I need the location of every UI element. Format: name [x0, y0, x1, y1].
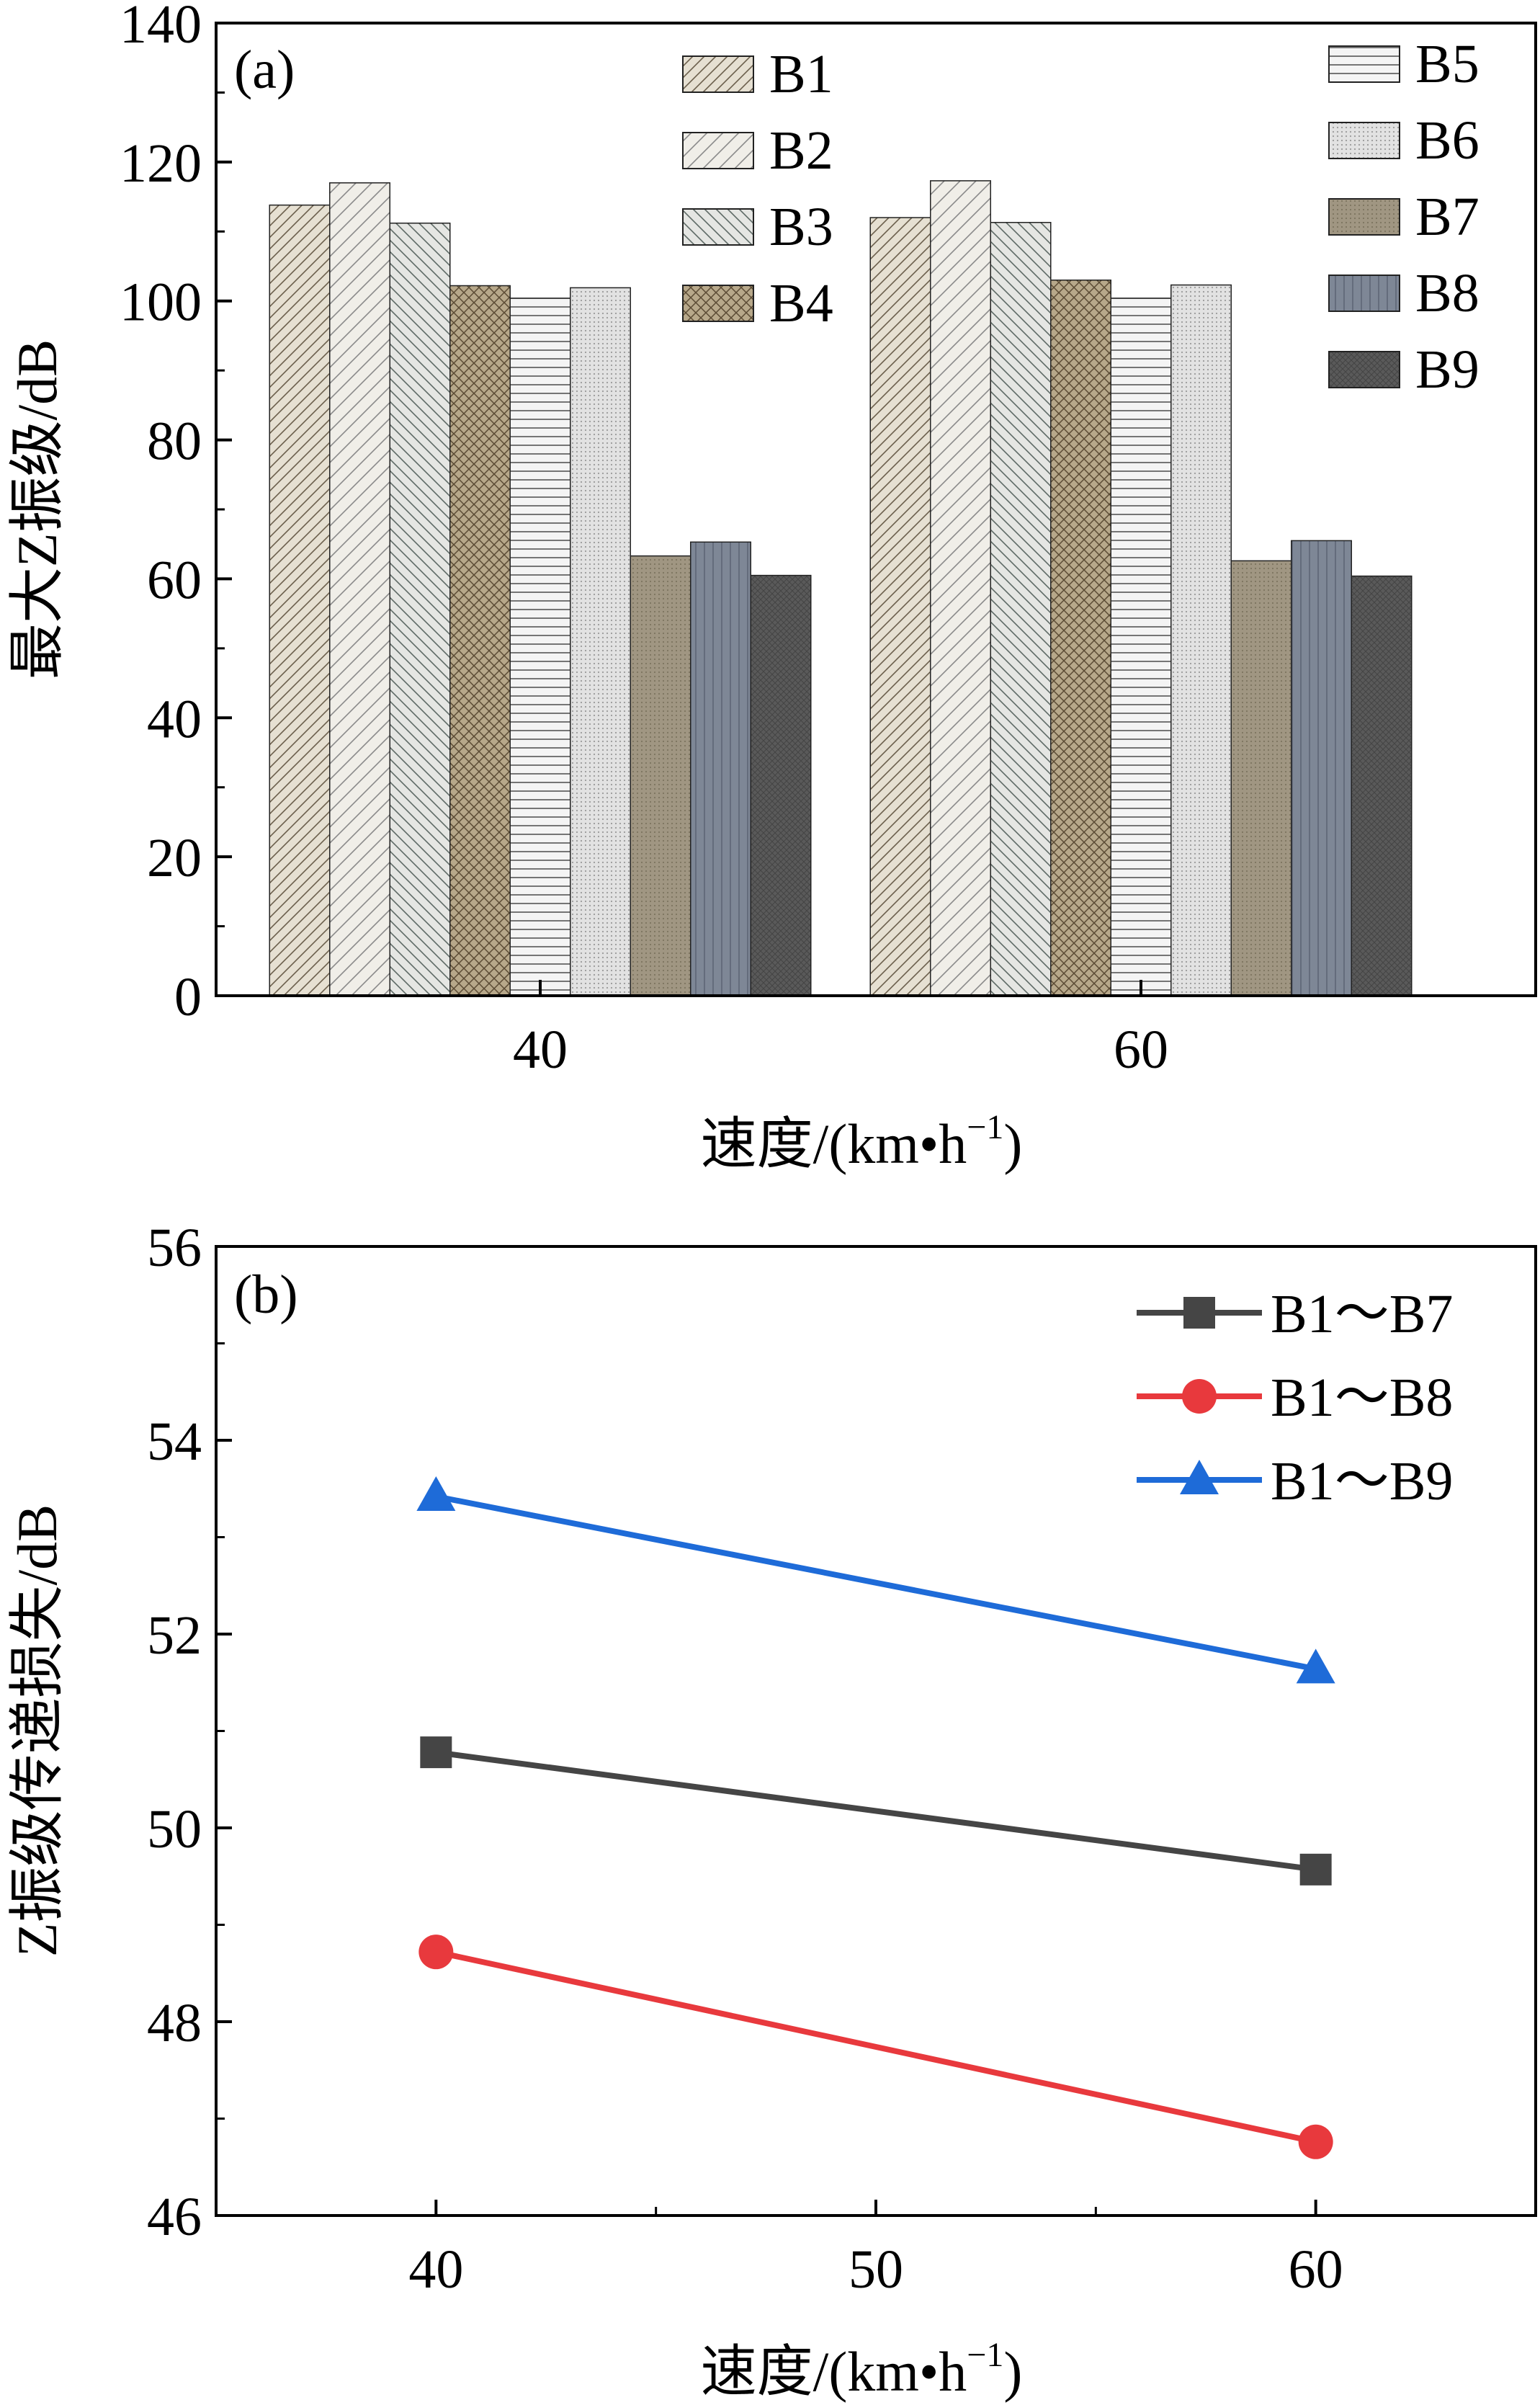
panel-label: (b): [234, 1264, 298, 1325]
bar-b1-60: [869, 217, 931, 996]
y-tick-label: 20: [147, 828, 202, 888]
legend-label-2: B1～B8: [1271, 1367, 1453, 1428]
legend: B1 B2 B3 B4 B5 B6 B7 B8 B9: [682, 34, 1479, 400]
panel-label: (a): [234, 40, 295, 100]
data-point-2-40: [418, 1935, 454, 1970]
y-tick-label: 80: [147, 411, 202, 472]
data-point-1-60: [1299, 1853, 1332, 1886]
x-tick-label: 50: [849, 2239, 903, 2300]
bar-b6-40: [570, 287, 631, 996]
x-tick-label: 60: [1114, 1019, 1168, 1080]
plot-frame: [215, 22, 1537, 997]
series-line-3: [435, 1494, 1317, 1672]
y-tick-label: 140: [120, 0, 202, 55]
bar-b4-40: [449, 285, 511, 996]
bar-b7-40: [630, 555, 691, 996]
legend-label-b1: B1: [769, 44, 833, 104]
legend-label-b4: B4: [769, 273, 833, 334]
legend-label-b9: B9: [1415, 339, 1479, 400]
bar-b7-60: [1230, 560, 1292, 996]
legend-swatch-b7: [1328, 198, 1400, 236]
bar-b3-60: [990, 222, 1052, 996]
panel-a-bar-chart: 0 20 40 60 80 100 120 140 40 60 (a) B1 B2 B3 B4 B5 B6…: [6, 0, 1537, 1175]
x-tick-label: 40: [408, 2239, 463, 2300]
x-tick-label: 60: [1289, 2239, 1343, 2300]
legend-label-b8: B8: [1415, 263, 1479, 324]
legend-label-b3: B3: [769, 197, 833, 257]
bar-b4-60: [1050, 280, 1111, 996]
legend-label-1: B1～B7: [1271, 1284, 1453, 1344]
plot-frame: [215, 1245, 1537, 2217]
y-tick-label: 50: [147, 1799, 202, 1860]
series-line-2: [435, 1949, 1317, 2145]
legend-swatch-b6: [1328, 122, 1400, 159]
bar-b3-40: [389, 222, 451, 996]
legend-label-b7: B7: [1415, 187, 1479, 247]
bar-b9-60: [1351, 575, 1413, 996]
legend-swatch-b3: [682, 208, 754, 246]
y-tick-label: 60: [147, 550, 202, 610]
y-tick-label: 46: [147, 2187, 202, 2247]
y-tick-label: 56: [147, 1218, 202, 1278]
legend-swatch-b1: [682, 55, 754, 93]
y-axis-label: Z振级传递损失/dB: [6, 1504, 68, 1957]
data-point-1-40: [420, 1736, 452, 1769]
y-ticks: 0 20 40 60 80 100 120 140: [120, 0, 232, 1027]
y-ticks: 46 48 50 52 54 56: [147, 1218, 232, 2247]
x-tick-label: 40: [513, 1019, 568, 1080]
legend-label-b2: B2: [769, 120, 833, 181]
x-axis-label: 速度/(km•h−1): [701, 2336, 1023, 2403]
legend-marker-3: [1180, 1460, 1219, 1494]
y-tick-label: 0: [174, 967, 202, 1027]
data-point-3-60: [1296, 1648, 1335, 1684]
bar-b5-40: [509, 298, 571, 996]
y-tick-label: 52: [147, 1605, 202, 1666]
bar-b8-60: [1291, 540, 1352, 996]
x-ticks: 40 60: [513, 980, 1168, 1080]
x-ticks: 40 50 60: [215, 2200, 1537, 2300]
data-point-3-40: [416, 1476, 456, 1512]
bars-group: [269, 180, 1413, 996]
bar-b2-40: [329, 182, 390, 996]
legend-swatch-b2: [682, 132, 754, 169]
y-tick-label: 100: [120, 272, 202, 333]
legend-swatch-b4: [682, 285, 754, 322]
x-axis-label: 速度/(km•h−1): [701, 1108, 1023, 1175]
legend-swatch-b5: [1328, 45, 1400, 83]
legend-label-b6: B6: [1415, 110, 1479, 171]
legend-label-3: B1～B9: [1271, 1451, 1453, 1512]
y-axis-label: 最大Z振级/dB: [6, 339, 68, 679]
legend: B1～B7 B1～B8 B1～B9: [1137, 1284, 1453, 1512]
lines-group: [416, 1476, 1335, 2159]
legend-swatch-b8: [1328, 275, 1400, 312]
y-tick-label: 48: [147, 1993, 202, 2053]
bar-b9-40: [750, 574, 812, 996]
bar-b2-60: [930, 180, 991, 996]
bar-b1-40: [269, 204, 331, 996]
legend-swatch-b9: [1328, 351, 1400, 388]
legend-marker-2: [1182, 1379, 1217, 1414]
bar-b6-60: [1170, 284, 1232, 996]
bar-b8-40: [690, 541, 751, 996]
y-tick-label: 54: [147, 1411, 202, 1472]
series-line-1: [435, 1749, 1317, 1873]
y-tick-label: 120: [120, 133, 202, 194]
legend-marker-1: [1183, 1297, 1215, 1329]
bar-b5-60: [1110, 298, 1172, 996]
legend-label-b5: B5: [1415, 34, 1479, 94]
data-point-2-60: [1298, 2124, 1333, 2159]
y-tick-label: 40: [147, 689, 202, 749]
